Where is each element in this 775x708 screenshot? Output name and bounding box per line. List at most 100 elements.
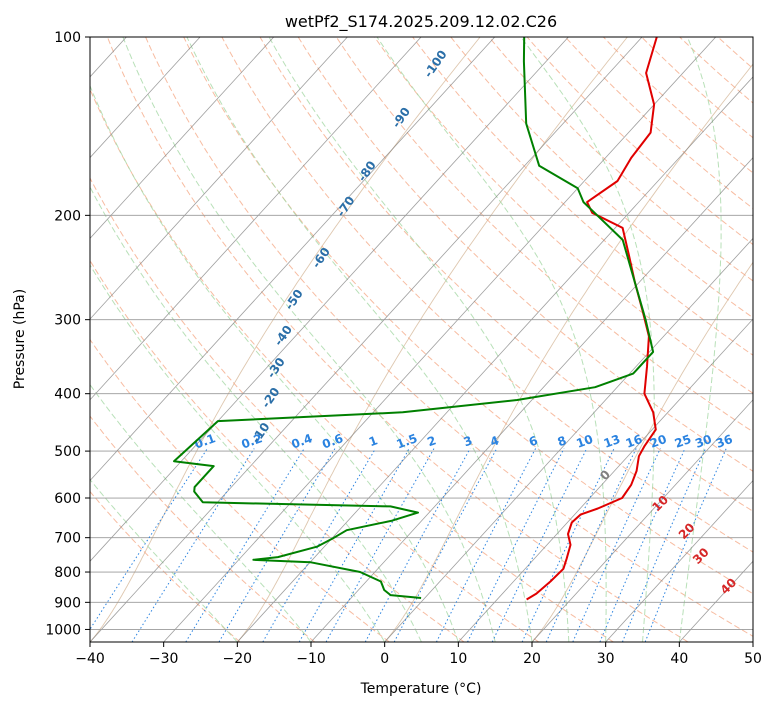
- moist-adiabat: [678, 37, 722, 642]
- mixing-ratio-line: [545, 448, 637, 642]
- dry-adiabat: [564, 37, 753, 210]
- plot-frame: [89, 36, 754, 643]
- skew-isotherm: [163, 37, 717, 642]
- y-tick-label: 700: [54, 531, 81, 547]
- mixing-ratio-line: [572, 448, 661, 642]
- y-axis-label: Pressure (hPa): [12, 289, 28, 389]
- moist-adiabat: [90, 264, 386, 642]
- x-tick-label: 30: [597, 651, 615, 667]
- x-tick-label: 40: [670, 651, 688, 667]
- moist-adiabat-label: 40: [718, 575, 740, 597]
- mixing-ratio-line: [491, 448, 588, 642]
- mixing-ratio-line: [298, 448, 410, 642]
- dry-adiabat: [106, 37, 689, 642]
- dry-adiabat: [717, 37, 753, 70]
- mixing-ratio-line: [521, 448, 615, 642]
- dry-adiabat-label: -50: [282, 287, 306, 313]
- dry-adiabat: [488, 37, 753, 282]
- skew-isotherm: [90, 37, 496, 482]
- y-tick-label: 600: [54, 491, 81, 507]
- mixing-ratio-label: 20: [648, 432, 668, 451]
- dry-adiabat: [90, 415, 316, 642]
- dry-adiabat: [259, 37, 753, 512]
- reference-line-labels: 0.1 0.2 0.4 0.6 1 1.5 2 3 4 6 8 10 13 16 20 25 30 36-100-…: [193, 48, 740, 598]
- moist-adiabat-label: 0: [597, 467, 613, 483]
- mixing-ratio-label: 2: [425, 433, 438, 449]
- y-tick-label: 400: [54, 387, 81, 403]
- dry-adiabat-label: -80: [355, 158, 379, 184]
- mixing-ratio-label: 1: [367, 433, 380, 449]
- skew-isotherm: [90, 37, 569, 562]
- pressure-grid-lines: [90, 37, 753, 630]
- mixing-ratio-label: 16: [624, 432, 644, 451]
- x-tick-label: 20: [523, 651, 541, 667]
- mixing-ratio-line: [325, 448, 435, 642]
- dry-adiabat: [90, 177, 540, 642]
- x-tick-label: −20: [223, 651, 253, 667]
- skew-isotherm: [90, 37, 201, 159]
- dry-adiabat: [450, 37, 753, 319]
- x-tick-label: 0: [380, 651, 389, 667]
- moist-adiabat: [186, 37, 533, 642]
- moist-adiabat-label: 30: [690, 545, 712, 567]
- moist-adiabat: [520, 37, 655, 642]
- moist-adiabat: [90, 185, 422, 642]
- moist-adiabat: [268, 37, 570, 642]
- temperature-profile-line: [526, 37, 658, 601]
- y-axis-ticks: 100 200 300 400 500 600 700 800 900 1000: [45, 30, 90, 638]
- dry-adiabat: [90, 490, 241, 642]
- mixing-ratio-label: 13: [602, 432, 622, 451]
- moist-adiabat: [90, 478, 238, 642]
- skew-isotherm: [90, 37, 643, 642]
- x-tick-label: −10: [296, 651, 326, 667]
- skew-isotherm: [752, 641, 753, 642]
- dry-adiabat: [145, 37, 753, 637]
- curved-isotherm: [90, 37, 481, 642]
- skew-isotherm: [458, 318, 753, 642]
- dry-adiabat: [90, 338, 390, 642]
- mixing-ratio-line: [185, 448, 305, 642]
- skew-isotherm: [90, 37, 422, 401]
- skew-isotherm: [531, 399, 753, 642]
- skew-isotherm: [384, 237, 753, 642]
- dewpoint-profile-line: [173, 37, 655, 599]
- y-tick-label: 800: [54, 565, 81, 581]
- chart-title: wetPf2_S174.2025.209.12.02.C26: [285, 12, 557, 32]
- dry-adiabat-label: -100: [421, 48, 450, 81]
- mixing-ratio-lines: [90, 448, 727, 642]
- x-axis-label: Temperature (°C): [360, 681, 482, 697]
- mixing-ratio-label: 8: [556, 433, 569, 449]
- mixing-ratio-line: [131, 448, 255, 642]
- mixing-ratio-label: 25: [673, 432, 693, 451]
- skew-isotherm-lines: [0, 24, 753, 642]
- y-tick-label: 500: [54, 444, 81, 460]
- plot-area: 0.1 0.2 0.4 0.6 1 1.5 2 3 4 6 8 10 13 16 20 25 30 36-100-…: [0, 24, 753, 642]
- mixing-ratio-label: 36: [714, 432, 734, 451]
- skew-isotherm: [90, 37, 275, 239]
- moist-adiabat: [90, 84, 459, 642]
- x-tick-label: 10: [449, 651, 467, 667]
- dry-adiabat-label: -20: [259, 385, 283, 411]
- curved-isotherm: [384, 63, 753, 642]
- skew-isotherm: [0, 24, 65, 642]
- mixing-ratio-line: [644, 448, 727, 642]
- mixing-ratio-label: 3: [462, 433, 475, 449]
- sounding-profiles: [173, 37, 658, 601]
- mixing-ratio-line: [262, 448, 376, 642]
- mixing-ratio-label: 10: [574, 432, 594, 451]
- dry-adiabat: [90, 259, 465, 642]
- curved-isotherm: [531, 261, 753, 642]
- mixing-ratio-line: [467, 448, 565, 642]
- mixing-ratio-label: 0.2: [239, 431, 264, 451]
- dry-adiabat: [221, 37, 753, 553]
- mixing-ratio-label: 30: [693, 432, 713, 451]
- y-tick-label: 100: [54, 30, 81, 46]
- dry-adiabat: [526, 37, 753, 246]
- x-tick-label: 50: [744, 651, 762, 667]
- y-tick-label: 200: [54, 208, 81, 224]
- dry-adiabat-lines: [90, 37, 753, 642]
- mixing-ratio-label: 0.6: [320, 431, 345, 451]
- moist-adiabat: [122, 37, 496, 642]
- skew-isotherm: [605, 479, 753, 642]
